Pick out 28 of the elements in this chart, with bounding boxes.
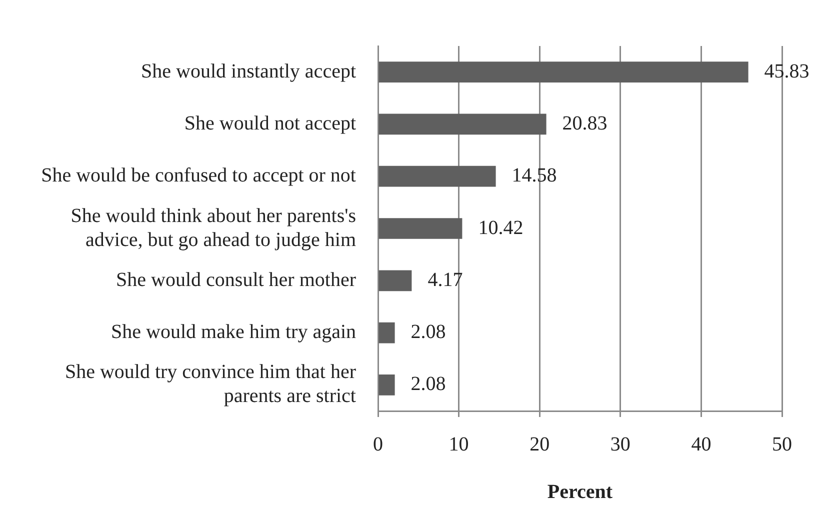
- x-tick-label: 20: [530, 433, 550, 456]
- x-tick-label: 40: [691, 433, 712, 456]
- y-tick-label: She would make him try again: [111, 321, 356, 344]
- x-tick-label: 50: [772, 433, 792, 456]
- y-tick-label: She would think about her parents's advice, but go ahead to judge him: [70, 204, 356, 251]
- y-tick-label: She would not accept: [184, 112, 356, 134]
- y-tick-label: She would try convince him that her parents are strict: [64, 361, 356, 408]
- bar: [378, 374, 395, 396]
- bar: [378, 114, 546, 135]
- data-label: 4.17: [428, 268, 463, 291]
- data-label: 20.83: [562, 112, 608, 134]
- x-tick-label: 30: [610, 433, 630, 456]
- data-label: 14.58: [512, 164, 557, 187]
- data-label: 10.42: [478, 216, 524, 239]
- bar: [378, 322, 395, 344]
- bar: [378, 270, 412, 292]
- y-tick-label: She would be confused to accept or not: [41, 164, 356, 187]
- x-axis-title: Percent: [547, 481, 613, 504]
- data-label: 45.83: [764, 60, 810, 82]
- bar: [378, 166, 496, 187]
- data-label: 2.08: [410, 373, 446, 396]
- y-tick-label: She would instantly accept: [141, 60, 356, 82]
- x-tick-label: 10: [448, 433, 469, 456]
- y-tick-label: She would consult her mother: [116, 268, 356, 291]
- bar: [378, 218, 462, 239]
- x-tick-label: 0: [373, 433, 383, 456]
- bar: [378, 62, 748, 82]
- data-label: 2.08: [410, 321, 446, 344]
